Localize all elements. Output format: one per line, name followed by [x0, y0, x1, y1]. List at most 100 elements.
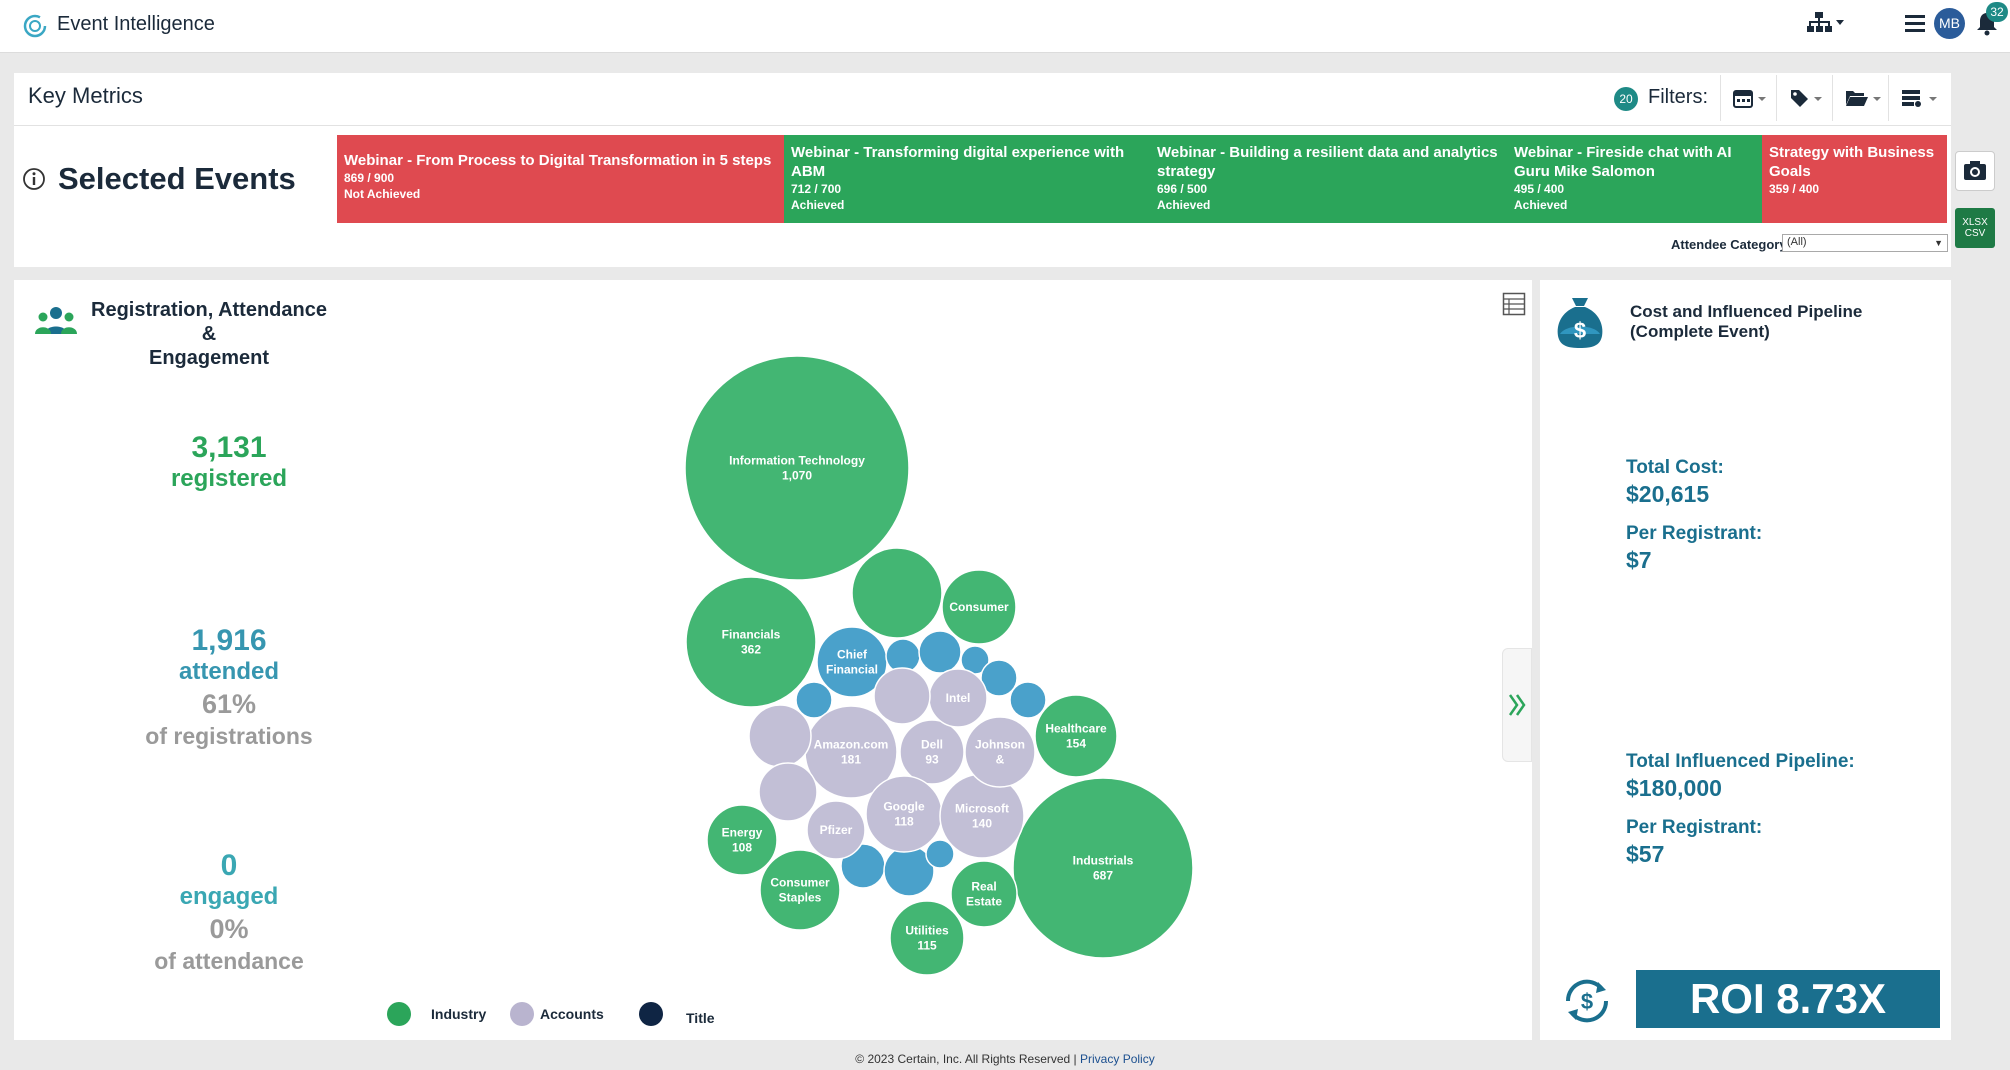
bubble-title[interactable] [925, 839, 955, 869]
info-icon[interactable] [22, 167, 46, 191]
bubble-account[interactable] [758, 762, 818, 822]
bubble-circle[interactable] [851, 547, 943, 639]
event-numbers: 712 / 700 [791, 182, 842, 196]
bubble-account[interactable]: Intel [928, 668, 988, 728]
org-chart-icon[interactable] [1806, 10, 1846, 36]
bubble-title[interactable] [980, 659, 1018, 697]
event-intelligence-logo-icon[interactable] [22, 13, 48, 39]
event-tile[interactable]: Webinar - Transforming digital experienc… [784, 135, 1150, 223]
event-status: Achieved [1157, 198, 1211, 212]
bubble-circle[interactable] [685, 576, 817, 708]
screenshot-button[interactable] [1955, 151, 1995, 191]
influenced-pipeline: Total Influenced Pipeline: $180,000 [1626, 750, 1855, 802]
bubble-circle[interactable] [873, 667, 931, 725]
registration-title: Registration, Attendance & Engagement [84, 298, 334, 370]
pipeline-per-registrant-label: Per Registrant: [1626, 817, 1763, 838]
collapse-panel-handle[interactable] [1502, 648, 1532, 762]
bubble-title[interactable] [795, 681, 833, 719]
bubble-circle[interactable] [964, 716, 1036, 788]
bubble-circle[interactable] [748, 704, 812, 768]
bubble-title[interactable] [1009, 681, 1047, 719]
attended-sub: of registrations [145, 723, 313, 749]
folder-filter-button[interactable] [1832, 75, 1888, 121]
bubble-label: Dell [921, 738, 943, 752]
event-name: Webinar - From Process to Digital Transf… [344, 152, 772, 169]
bubble-account[interactable]: Pfizer [806, 800, 866, 860]
bubble-circle[interactable] [899, 719, 965, 785]
bubble-circle[interactable] [684, 355, 910, 581]
attended-label: attended [178, 658, 279, 685]
export-xlsx-csv-button[interactable]: XLSX CSV [1955, 208, 1995, 248]
privacy-policy-link[interactable]: Privacy Policy [1080, 1052, 1155, 1066]
bubble-circle[interactable] [758, 762, 818, 822]
view-options-button[interactable] [1888, 75, 1944, 121]
attended-value: 1,916 [191, 624, 267, 657]
hamburger-menu-icon[interactable] [1904, 12, 1926, 34]
registration-panel: Registration, Attendance & Engagement 3,… [14, 280, 1532, 1040]
legend-title-label[interactable]: Title [686, 1010, 715, 1026]
attendee-category-select[interactable]: (All) ▼ [1782, 234, 1948, 252]
bubble-circle[interactable] [925, 839, 955, 869]
bubble-industry[interactable]: Consumer [941, 569, 1017, 645]
engaged-stat: 0 engaged 0% of attendance [74, 850, 384, 976]
bubble-circle[interactable] [889, 900, 965, 976]
bubble-label: 687 [1093, 869, 1113, 883]
bubble-circle[interactable] [950, 860, 1018, 928]
legend-industry-label[interactable]: Industry [431, 1006, 487, 1022]
event-name: Strategy with Business Goals [1769, 144, 1935, 180]
event-tile[interactable]: Webinar - Fireside chat with AI Guru Mik… [1507, 135, 1762, 223]
bubble-label: 108 [732, 841, 752, 855]
svg-text:$: $ [1574, 318, 1586, 343]
user-avatar[interactable]: MB [1934, 8, 1965, 39]
bubble-circle[interactable] [941, 569, 1017, 645]
bubble-circle[interactable] [806, 800, 866, 860]
legend-title-dot [639, 1002, 663, 1026]
tag-icon [1791, 90, 1822, 107]
bubble-account[interactable]: Johnson& [964, 716, 1036, 788]
bubble-circle[interactable] [1034, 694, 1118, 778]
registration-title-line1: Registration, Attendance & [91, 299, 327, 345]
bubble-circle[interactable] [1012, 777, 1194, 959]
bubble-account[interactable] [748, 704, 812, 768]
bubble-circle[interactable] [795, 681, 833, 719]
event-tile[interactable]: Strategy with Business Goals 359 / 400 [1762, 135, 1947, 223]
app-title: Event Intelligence [57, 13, 215, 35]
bubble-industry[interactable] [851, 547, 943, 639]
registered-value: 3,131 [191, 431, 267, 464]
engaged-sub: of attendance [154, 948, 304, 974]
attended-percent: 61% [201, 689, 257, 719]
attended-stat: 1,916 attended 61% of registrations [74, 625, 384, 751]
legend-accounts-label[interactable]: Accounts [540, 1006, 604, 1022]
tag-filter-button[interactable] [1776, 75, 1832, 121]
cost-per-registrant: Per Registrant: $7 [1626, 522, 1762, 574]
bubble-circle[interactable] [759, 849, 841, 931]
bubble-circle[interactable] [1009, 681, 1047, 719]
bubble-label: Chief [837, 648, 868, 662]
bubble-label: Microsoft [955, 802, 1009, 816]
engaged-label: engaged [179, 883, 279, 910]
event-tile[interactable]: Webinar - Building a resilient data and … [1150, 135, 1507, 223]
calendar-filter-button[interactable] [1720, 75, 1776, 121]
bubble-label: 118 [894, 815, 914, 829]
bubble-circle[interactable] [918, 630, 962, 674]
bubble-title[interactable] [918, 630, 962, 674]
event-tile[interactable]: Webinar - From Process to Digital Transf… [337, 135, 784, 223]
bubble-label: 140 [972, 817, 992, 831]
bubble-label: Information Technology [729, 454, 865, 468]
table-view-icon[interactable] [1502, 292, 1526, 316]
bubble-circle[interactable] [980, 659, 1018, 697]
bubble-circle[interactable] [706, 804, 778, 876]
bubble-account[interactable] [873, 667, 931, 725]
